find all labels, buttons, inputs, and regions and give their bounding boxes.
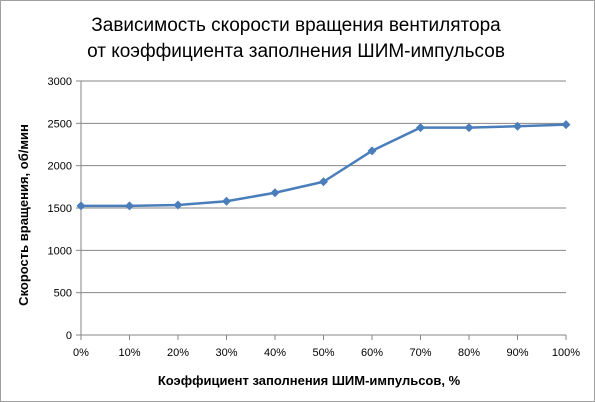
data-point-marker bbox=[416, 123, 425, 133]
x-tick-label: 100% bbox=[552, 347, 580, 359]
y-tick-label: 0 bbox=[66, 330, 72, 342]
data-point-marker bbox=[270, 188, 280, 198]
y-axis-title: Скорость вращения, об/мин bbox=[16, 124, 31, 306]
y-tick-label: 2000 bbox=[48, 161, 72, 173]
data-point-marker bbox=[464, 123, 474, 133]
y-tick-label: 3000 bbox=[48, 76, 72, 88]
x-tick-label: 10% bbox=[118, 347, 140, 359]
x-tick-label: 90% bbox=[506, 347, 528, 359]
data-point-marker bbox=[513, 121, 522, 131]
grid-layer bbox=[81, 80, 566, 294]
x-tick-label: 60% bbox=[361, 347, 383, 359]
data-point-marker bbox=[222, 196, 231, 206]
x-tick-label: 70% bbox=[409, 347, 431, 359]
x-tick-label: 0% bbox=[73, 347, 89, 359]
data-point-marker bbox=[561, 120, 571, 130]
x-tick-label: 50% bbox=[312, 347, 334, 359]
x-tick-label: 40% bbox=[264, 347, 286, 359]
x-tick-label: 80% bbox=[458, 347, 480, 359]
y-tick-label: 1000 bbox=[48, 245, 72, 257]
series-layer bbox=[76, 120, 571, 211]
y-tick-label: 2500 bbox=[48, 118, 72, 130]
x-tick-label: 20% bbox=[167, 347, 189, 359]
y-tick-label: 500 bbox=[54, 288, 72, 300]
x-tick-labels: 0% 10% 20% 30% 40% 50% 60% 70% 80% 90% 100% bbox=[73, 347, 580, 359]
chart-title-line-1: Зависимость скорости вращения вентилятор… bbox=[91, 15, 501, 36]
data-point-marker bbox=[319, 177, 328, 187]
x-tick-label: 30% bbox=[215, 347, 237, 359]
x-axis-title: Коэффициент заполнения ШИМ-импульсов, % bbox=[158, 373, 461, 388]
chart-title-line-2: от коэффициента заполнения ШИМ-импульсов bbox=[87, 41, 505, 62]
data-point-marker bbox=[173, 200, 183, 210]
data-point-marker bbox=[125, 201, 134, 211]
data-point-marker bbox=[367, 146, 377, 156]
data-point-marker bbox=[76, 201, 86, 211]
y-tick-labels: 0 500 1000 1500 2000 2500 3000 bbox=[48, 76, 72, 342]
axis-layer bbox=[76, 80, 567, 340]
y-tick-label: 1500 bbox=[48, 203, 72, 215]
